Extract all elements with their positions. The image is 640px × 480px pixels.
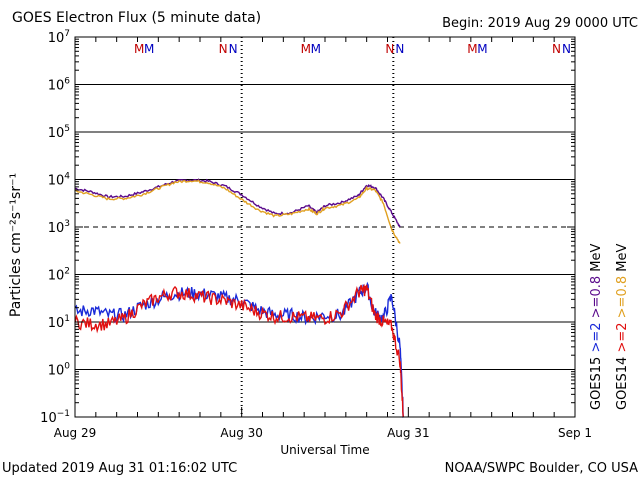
marker-label: N (395, 42, 404, 56)
marker-label: M (467, 42, 477, 56)
y-axis-ticks: 10−1 100 101 102 103 104 105 106 107 (40, 29, 575, 426)
y-tick-label: 101 (48, 314, 70, 331)
marker-label: M (311, 42, 321, 56)
legend-entry: >=0.8 (589, 276, 604, 323)
y-tick-label: 103 (48, 219, 70, 236)
y-tick-label: 105 (48, 124, 70, 141)
marker-label: N (219, 42, 228, 56)
marker-label: N (552, 42, 561, 56)
y-axis-label: Particles cm⁻²s⁻¹sr⁻¹ (8, 173, 24, 317)
marker-label: M (477, 42, 487, 56)
x-tick-label: Sep 1 (558, 426, 592, 440)
legend-entry: GOES14 (615, 357, 630, 410)
updated-label: Updated 2019 Aug 31 01:16:02 UTC (2, 461, 237, 476)
legend-entry: GOES15 (589, 357, 604, 410)
legend-column-1: GOES14 >=2 >=0.8 MeV (615, 244, 630, 410)
x-axis-ticks: Aug 29 Aug 30 Aug 31 Sep 1 (54, 37, 592, 440)
series-line-1 (74, 179, 401, 244)
y-tick-label: 100 (48, 362, 71, 379)
y-tick-label: 107 (48, 29, 70, 46)
x-tick-label: Aug 30 (220, 426, 263, 440)
gridlines (75, 37, 575, 417)
legend-entry: >=0.8 (615, 276, 630, 323)
legend-entry: >=2 (615, 322, 630, 356)
x-axis-label: Universal Time (280, 443, 369, 457)
marker-label: M (144, 42, 154, 56)
legend-column-0: GOES15 >=2 >=0.8 MeV (589, 244, 604, 410)
y-tick-label: 102 (48, 267, 70, 284)
x-tick-label: Aug 31 (387, 426, 430, 440)
chart-title: GOES Electron Flux (5 minute data) (12, 10, 261, 26)
marker-label: M (301, 42, 311, 56)
source-label: NOAA/SWPC Boulder, CO USA (445, 461, 638, 476)
y-tick-label: 10−1 (40, 409, 70, 426)
legend-entry: MeV (589, 244, 604, 276)
marker-label: N (562, 42, 571, 56)
marker-label: N (385, 42, 394, 56)
series-line-0 (74, 178, 401, 228)
marker-label: N (229, 42, 238, 56)
y-tick-label: 106 (48, 77, 71, 94)
marker-label: M (134, 42, 144, 56)
x-tick-label: Aug 29 (54, 426, 97, 440)
y-tick-label: 104 (48, 172, 71, 189)
begin-label: Begin: 2019 Aug 29 0000 UTC (442, 16, 638, 31)
legend-entry: MeV (615, 244, 630, 276)
legend-entry: >=2 (589, 322, 604, 356)
series-layer (74, 178, 404, 418)
series-line-3 (74, 283, 404, 418)
